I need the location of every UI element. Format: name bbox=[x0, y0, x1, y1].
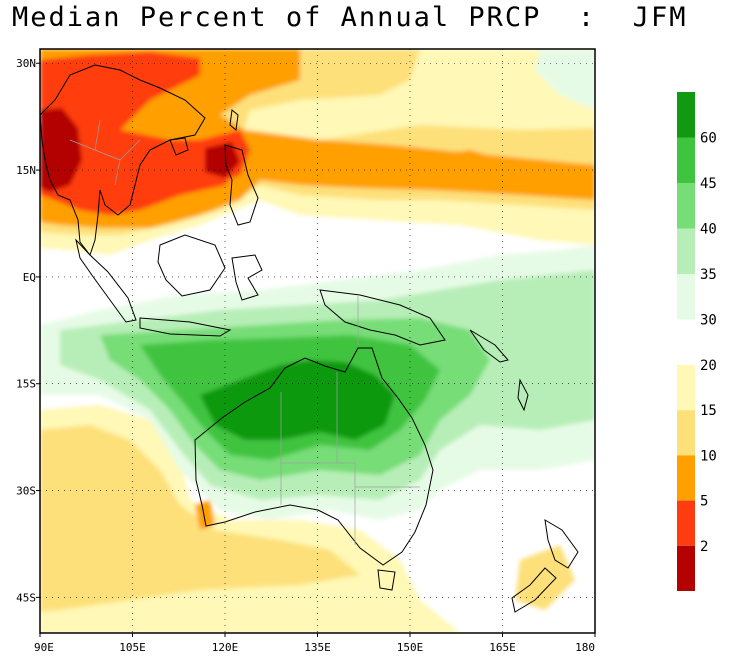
border-indochina bbox=[69, 119, 141, 186]
colorbar_dry-swatch bbox=[677, 455, 695, 501]
latitude-axis: 30N 15N EQ 15S 30S 45S bbox=[16, 57, 40, 604]
lat-tick-label: 15S bbox=[16, 378, 36, 391]
dry-patch-east-pacific bbox=[400, 150, 520, 185]
colorbar_wet-swatch bbox=[677, 183, 695, 229]
colorbar-wet: 60 45 40 35 30 bbox=[677, 92, 717, 329]
map-title: Median Percent of Annual PRCP : JFM bbox=[12, 2, 688, 33]
coast-asia-mainland bbox=[40, 64, 206, 257]
colorbar_dry-label: 15 bbox=[700, 403, 717, 419]
lat-tick-label: 30N bbox=[16, 57, 36, 70]
dry-core-myanmar bbox=[40, 108, 82, 192]
colorbar_dry-swatch bbox=[677, 545, 695, 591]
coast-sulawesi bbox=[231, 254, 263, 301]
dry-core-south-china-sea bbox=[205, 142, 240, 178]
colorbar_wet-swatch bbox=[677, 92, 695, 138]
colorbar_dry-swatch bbox=[677, 365, 695, 411]
lat-tick-label: 30S bbox=[16, 485, 36, 498]
lon-tick-label: 105E bbox=[119, 641, 146, 654]
lon-tick-label: 120E bbox=[212, 641, 239, 654]
precip-fill-layer bbox=[40, 49, 595, 633]
dry-patch-nz bbox=[515, 545, 575, 610]
colorbar_wet-swatch bbox=[677, 228, 695, 274]
lat-tick-label: 15N bbox=[16, 164, 36, 177]
lon-tick-label: 165E bbox=[489, 641, 516, 654]
coast-new-guinea bbox=[319, 289, 446, 346]
coast-solomons bbox=[469, 329, 509, 363]
colorbar_dry-label: 2 bbox=[700, 539, 708, 555]
dry-band-south-15 bbox=[40, 425, 360, 612]
map-grid bbox=[40, 49, 595, 633]
lat-tick-label: EQ bbox=[23, 271, 36, 284]
coast-borneo bbox=[157, 234, 226, 297]
lon-tick-label: 180 bbox=[575, 641, 595, 654]
coast-australia bbox=[194, 347, 434, 566]
colorbar_dry-label: 5 bbox=[700, 494, 708, 510]
border-layer bbox=[69, 119, 420, 545]
coast-tasmania bbox=[377, 569, 396, 591]
colorbar_wet-label: 30 bbox=[700, 313, 717, 329]
colorbar_wet-label: 60 bbox=[700, 131, 717, 147]
coast-hainan bbox=[169, 137, 189, 156]
wet-patch-nw-pacific bbox=[535, 50, 595, 110]
coast-philippines bbox=[224, 144, 259, 226]
wet-core-60 bbox=[200, 360, 395, 440]
colorbar_wet-swatch bbox=[677, 137, 695, 183]
colorbar_dry-label: 20 bbox=[700, 358, 717, 374]
dry-patch-sw-australia bbox=[195, 500, 215, 530]
lon-tick-label: 135E bbox=[304, 641, 331, 654]
colorbar_dry-label: 10 bbox=[700, 448, 717, 464]
colorbar_wet-label: 45 bbox=[700, 176, 717, 192]
coast-vanuatu-fiji bbox=[517, 378, 529, 412]
lon-tick-label: 150E bbox=[397, 641, 424, 654]
colorbar_wet-label: 35 bbox=[700, 267, 717, 283]
colorbar_dry-swatch bbox=[677, 500, 695, 546]
coast-java bbox=[139, 317, 232, 337]
colorbar_wet-swatch bbox=[677, 274, 695, 320]
colorbar_dry-swatch bbox=[677, 410, 695, 456]
colorbar_wet-label: 40 bbox=[700, 222, 717, 238]
coast-nz-south bbox=[511, 567, 557, 613]
lon-tick-label: 90E bbox=[34, 641, 54, 654]
coast-taiwan bbox=[229, 109, 239, 131]
longitude-axis: 90E 105E 120E 135E 150E 165E 180 bbox=[34, 633, 596, 654]
lat-tick-label: 45S bbox=[16, 591, 36, 604]
colorbar-dry: 20 15 10 5 2 bbox=[677, 358, 717, 591]
coast-sumatra bbox=[75, 238, 137, 323]
border-australia-nt-sa bbox=[281, 462, 356, 545]
coast-nz-north bbox=[544, 519, 579, 569]
coastline-layer bbox=[40, 64, 579, 613]
dry-core-indochina bbox=[40, 52, 240, 215]
